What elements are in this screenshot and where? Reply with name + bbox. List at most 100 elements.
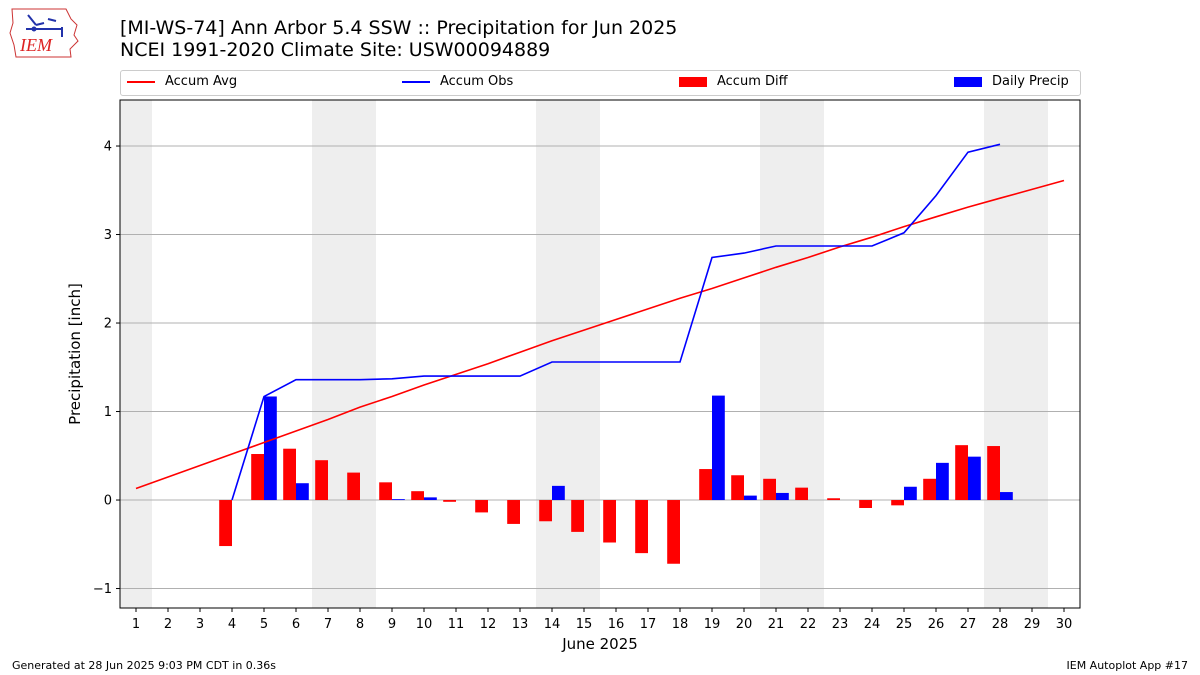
y-tick-label: 3 xyxy=(104,228,112,243)
weekend-band xyxy=(760,100,792,608)
y-tick-label: 4 xyxy=(104,140,112,155)
x-tick-label: 12 xyxy=(480,617,497,632)
accum-avg-line xyxy=(135,179,1065,490)
weekend-band xyxy=(120,100,152,608)
iowa-state-outline xyxy=(9,8,79,58)
x-tick-label: 14 xyxy=(544,617,561,632)
x-tick-label: 19 xyxy=(704,617,721,632)
weekend-band xyxy=(984,100,1016,608)
legend-label-accum-obs: Accum Obs xyxy=(440,74,514,89)
accum-diff-bar xyxy=(731,475,744,501)
x-tick-label: 21 xyxy=(768,617,785,632)
weekend-band xyxy=(344,100,376,608)
weather-station-icon xyxy=(26,14,63,37)
accum-diff-bar xyxy=(763,478,776,501)
x-tick-label: 29 xyxy=(1024,617,1041,632)
y-tick-label: 0 xyxy=(104,494,112,509)
daily-precip-bar xyxy=(744,495,757,501)
daily-precip-bar xyxy=(296,483,309,501)
accum-diff-bar xyxy=(347,472,360,501)
daily-precip-bar xyxy=(776,492,789,501)
weekend-band xyxy=(312,100,344,608)
accum-diff-bar xyxy=(219,500,232,547)
accum-diff-bar xyxy=(507,500,520,524)
logo-text: IEM xyxy=(19,35,53,55)
accum-diff-bar xyxy=(315,460,328,501)
x-tick-label: 23 xyxy=(832,617,849,632)
legend-label-accum-diff: Accum Diff xyxy=(717,74,788,89)
chart-legend: Accum Avg Accum Obs Accum Diff Daily Pre… xyxy=(120,70,1081,96)
x-tick-label: 6 xyxy=(292,617,300,632)
x-tick-label: 22 xyxy=(800,617,817,632)
x-tick-label: 13 xyxy=(512,617,529,632)
accum-diff-bar xyxy=(635,500,648,554)
legend-swatch-accum-avg xyxy=(127,80,155,83)
x-tick-label: 27 xyxy=(960,617,977,632)
chart-title: [MI-WS-74] Ann Arbor 5.4 SSW :: Precipit… xyxy=(120,17,678,39)
footer-generated-text: Generated at 28 Jun 2025 9:03 PM CDT in … xyxy=(12,659,277,672)
accum-diff-bar xyxy=(987,446,1000,501)
accum-diff-bar xyxy=(955,445,968,501)
accum-diff-bar xyxy=(859,500,872,508)
accum-diff-bar xyxy=(539,500,552,522)
accum-diff-bar xyxy=(667,500,680,564)
accum-diff-bar xyxy=(379,482,392,501)
y-tick-label: 1 xyxy=(104,405,112,420)
legend-label-accum-avg: Accum Avg xyxy=(165,74,238,89)
plot-content xyxy=(120,100,1080,608)
daily-precip-bar xyxy=(968,456,981,501)
chart-subtitle: NCEI 1991-2020 Climate Site: USW00094889 xyxy=(120,39,551,61)
x-tick-label: 30 xyxy=(1056,617,1073,632)
weekend-band xyxy=(536,100,568,608)
x-tick-label: 28 xyxy=(992,617,1009,632)
x-tick-label: 5 xyxy=(260,617,268,632)
daily-precip-bar xyxy=(392,499,405,501)
x-tick-label: 7 xyxy=(324,617,332,632)
legend-swatch-accum-diff xyxy=(679,76,707,87)
daily-precip-bar xyxy=(264,396,277,501)
y-axis-label: Precipitation [inch] xyxy=(66,283,84,425)
accum-diff-bar xyxy=(795,487,808,501)
x-tick-label: 9 xyxy=(388,617,396,632)
accum-diff-bar xyxy=(443,500,456,502)
x-axis-label: June 2025 xyxy=(561,635,638,653)
accum-diff-bar xyxy=(475,500,488,513)
accum-diff-bar xyxy=(603,500,616,543)
y-tick-label: 2 xyxy=(104,317,112,332)
legend-swatch-accum-obs xyxy=(402,80,430,83)
x-tick-label: 16 xyxy=(608,617,625,632)
accum-diff-bar xyxy=(827,498,840,501)
x-tick-label: 4 xyxy=(228,617,236,632)
x-tick-label: 11 xyxy=(448,617,465,632)
accum-diff-bar xyxy=(923,478,936,501)
daily-precip-bar xyxy=(1000,492,1013,501)
x-tick-label: 2 xyxy=(164,617,172,632)
legend-item-accum-diff: Accum Diff xyxy=(679,74,788,89)
legend-swatch-daily-precip xyxy=(954,76,982,87)
x-tick-label: 10 xyxy=(416,617,433,632)
daily-precip-bar xyxy=(936,462,949,501)
iem-logo: IEM xyxy=(9,8,79,58)
x-tick-label: 25 xyxy=(896,617,913,632)
accum-obs-line xyxy=(231,143,1001,501)
weekend-band xyxy=(1016,100,1048,608)
daily-precip-bar xyxy=(904,486,917,501)
plot-frame xyxy=(119,99,1081,609)
legend-item-accum-obs: Accum Obs xyxy=(402,74,513,89)
x-tick-label: 20 xyxy=(736,617,753,632)
accum-diff-bar xyxy=(251,454,264,501)
accum-diff-bar xyxy=(699,469,712,501)
daily-precip-bar xyxy=(424,497,437,501)
x-tick-label: 1 xyxy=(132,617,140,632)
x-tick-label: 17 xyxy=(640,617,657,632)
x-tick-label: 24 xyxy=(864,617,881,632)
daily-precip-bar xyxy=(552,485,565,501)
weekend-band xyxy=(792,100,824,608)
footer-app-label: IEM Autoplot App #17 xyxy=(1066,659,1189,672)
daily-precip-bar xyxy=(712,395,725,501)
accum-diff-bar xyxy=(411,491,424,501)
x-tick-label: 26 xyxy=(928,617,945,632)
legend-item-daily-precip: Daily Precip xyxy=(954,74,1069,89)
accum-diff-bar xyxy=(571,500,584,532)
